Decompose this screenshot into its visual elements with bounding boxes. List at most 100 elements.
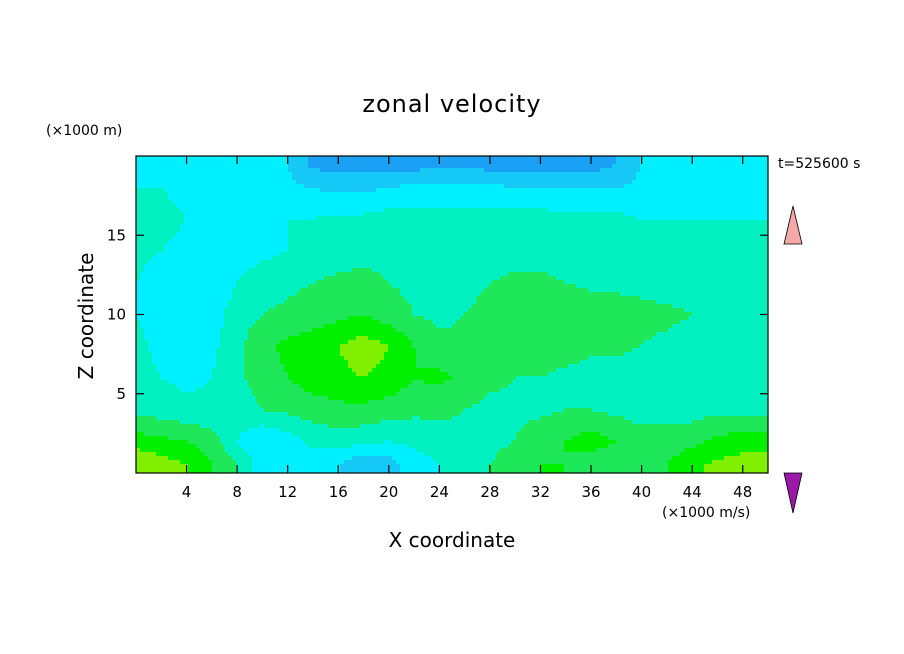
- field-cell: [208, 184, 213, 189]
- field-cell: [368, 224, 373, 229]
- field-cell: [480, 224, 485, 229]
- field-cell: [752, 232, 757, 237]
- field-cell: [144, 236, 149, 241]
- field-cell: [260, 236, 265, 241]
- field-cell: [676, 164, 681, 169]
- field-cell: [288, 212, 293, 217]
- field-cell: [648, 276, 653, 281]
- field-cell: [672, 252, 677, 257]
- field-cell: [360, 220, 365, 225]
- field-cell: [488, 260, 493, 265]
- field-cell: [224, 216, 229, 221]
- field-cell: [252, 224, 257, 229]
- field-cell: [528, 164, 533, 169]
- field-cell: [384, 168, 389, 173]
- field-cell: [632, 252, 637, 257]
- field-cell: [524, 160, 529, 165]
- field-cell: [228, 264, 233, 269]
- field-cell: [460, 224, 465, 229]
- field-cell: [352, 160, 357, 165]
- field-cell: [492, 172, 497, 177]
- field-cell: [252, 276, 257, 281]
- field-cell: [360, 172, 365, 177]
- field-cell: [760, 216, 765, 221]
- field-cell: [456, 160, 461, 165]
- field-cell: [244, 268, 249, 273]
- field-cell: [308, 160, 313, 165]
- field-cell: [716, 228, 721, 233]
- field-cell: [488, 180, 493, 185]
- field-cell: [428, 260, 433, 265]
- field-cell: [224, 228, 229, 233]
- field-cell: [380, 276, 385, 281]
- field-cell: [764, 248, 769, 253]
- field-cell: [556, 268, 561, 273]
- field-cell: [400, 164, 405, 169]
- field-cell: [360, 276, 365, 281]
- field-cell: [184, 208, 189, 213]
- field-cell: [704, 252, 709, 257]
- field-cell: [480, 164, 485, 169]
- field-cell: [676, 196, 681, 201]
- field-cell: [540, 276, 545, 281]
- field-cell: [408, 204, 413, 209]
- field-cell: [648, 172, 653, 177]
- field-cell: [668, 232, 673, 237]
- field-cell: [620, 236, 625, 241]
- field-cell: [388, 224, 393, 229]
- field-cell: [244, 276, 249, 281]
- field-cell: [580, 240, 585, 245]
- field-cell: [580, 260, 585, 265]
- field-cell: [184, 248, 189, 253]
- field-cell: [296, 188, 301, 193]
- field-cell: [456, 256, 461, 261]
- field-cell: [172, 220, 177, 225]
- field-cell: [452, 180, 457, 185]
- field-cell: [680, 248, 685, 253]
- field-cell: [496, 172, 501, 177]
- field-cell: [288, 156, 293, 161]
- field-cell: [340, 176, 345, 181]
- field-cell: [632, 184, 637, 189]
- field-cell: [336, 164, 341, 169]
- field-cell: [296, 228, 301, 233]
- field-cell: [180, 244, 185, 249]
- field-cell: [648, 164, 653, 169]
- field-cell: [608, 264, 613, 269]
- field-cell: [148, 272, 153, 277]
- field-cell: [336, 176, 341, 181]
- field-cell: [568, 232, 573, 237]
- field-cell: [268, 240, 273, 245]
- field-cell: [196, 240, 201, 245]
- field-cell: [688, 232, 693, 237]
- field-cell: [312, 236, 317, 241]
- field-cell: [456, 264, 461, 269]
- field-cell: [208, 212, 213, 217]
- field-cell: [372, 176, 377, 181]
- field-cell: [232, 176, 237, 181]
- field-cell: [480, 192, 485, 197]
- field-cell: [572, 276, 577, 281]
- field-cell: [480, 272, 485, 277]
- field-cell: [180, 240, 185, 245]
- field-cell: [660, 168, 665, 173]
- field-cell: [600, 208, 605, 213]
- field-cell: [488, 176, 493, 181]
- field-cell: [360, 200, 365, 205]
- field-cell: [348, 160, 353, 165]
- field-cell: [728, 172, 733, 177]
- field-cell: [740, 220, 745, 225]
- field-cell: [400, 268, 405, 273]
- field-cell: [572, 204, 577, 209]
- field-cell: [152, 188, 157, 193]
- field-cell: [416, 160, 421, 165]
- field-cell: [736, 172, 741, 177]
- field-cell: [284, 232, 289, 237]
- field-cell: [288, 164, 293, 169]
- field-cell: [704, 228, 709, 233]
- field-cell: [692, 224, 697, 229]
- field-cell: [176, 196, 181, 201]
- field-cell: [556, 180, 561, 185]
- field-cell: [432, 248, 437, 253]
- field-cell: [412, 188, 417, 193]
